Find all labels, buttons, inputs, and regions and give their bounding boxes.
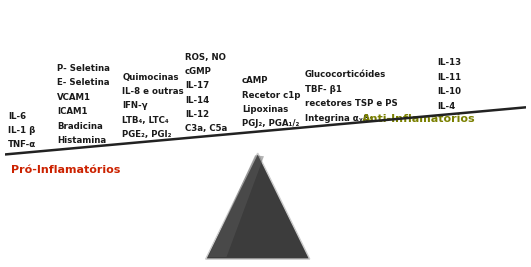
Text: Quimocinas: Quimocinas bbox=[122, 73, 179, 81]
Text: IL-1 β: IL-1 β bbox=[8, 126, 35, 135]
Text: IL-8 e outras: IL-8 e outras bbox=[122, 87, 184, 96]
Text: LTB₄, LTC₄: LTB₄, LTC₄ bbox=[122, 116, 169, 125]
Text: IL-12: IL-12 bbox=[185, 110, 209, 119]
Text: Recetor c1p: Recetor c1p bbox=[242, 91, 301, 100]
Text: P- Seletina: P- Seletina bbox=[57, 64, 110, 73]
Text: TBF- β1: TBF- β1 bbox=[304, 85, 341, 94]
Text: PGJ₂, PGA₁/₂: PGJ₂, PGA₁/₂ bbox=[242, 119, 299, 128]
Text: ROS, NO: ROS, NO bbox=[185, 53, 226, 61]
Text: Integrina αᵥβ₃: Integrina αᵥβ₃ bbox=[304, 114, 373, 123]
Text: IL-13: IL-13 bbox=[437, 58, 461, 68]
Text: Pró-Inflamatórios: Pró-Inflamatórios bbox=[11, 165, 120, 175]
Polygon shape bbox=[208, 155, 264, 257]
Text: IFN-γ: IFN-γ bbox=[122, 101, 148, 110]
Text: ICAM1: ICAM1 bbox=[57, 107, 88, 116]
Text: VCAM1: VCAM1 bbox=[57, 93, 91, 102]
Text: Bradicina: Bradicina bbox=[57, 122, 103, 131]
Text: C3a, C5a: C3a, C5a bbox=[185, 124, 227, 134]
Text: IL-10: IL-10 bbox=[437, 87, 461, 96]
Text: Lipoxinas: Lipoxinas bbox=[242, 105, 288, 114]
Text: IL-6: IL-6 bbox=[8, 112, 26, 121]
Text: Anti-Inflamatórios: Anti-Inflamatórios bbox=[362, 114, 475, 124]
Text: cGMP: cGMP bbox=[185, 67, 212, 76]
Text: IL-17: IL-17 bbox=[185, 81, 209, 90]
Text: Histamina: Histamina bbox=[57, 136, 107, 145]
Text: IL-4: IL-4 bbox=[437, 102, 456, 111]
Text: TNF-α: TNF-α bbox=[8, 140, 36, 150]
Text: Glucocorticóides: Glucocorticóides bbox=[304, 70, 386, 80]
Text: IL-11: IL-11 bbox=[437, 73, 461, 82]
Text: E- Seletina: E- Seletina bbox=[57, 78, 110, 88]
Text: PGE₂, PGI₂: PGE₂, PGI₂ bbox=[122, 130, 172, 139]
Text: IL-14: IL-14 bbox=[185, 96, 209, 105]
Text: cAMP: cAMP bbox=[242, 76, 269, 85]
Text: recetores TSP e PS: recetores TSP e PS bbox=[304, 99, 397, 108]
Polygon shape bbox=[205, 153, 310, 259]
